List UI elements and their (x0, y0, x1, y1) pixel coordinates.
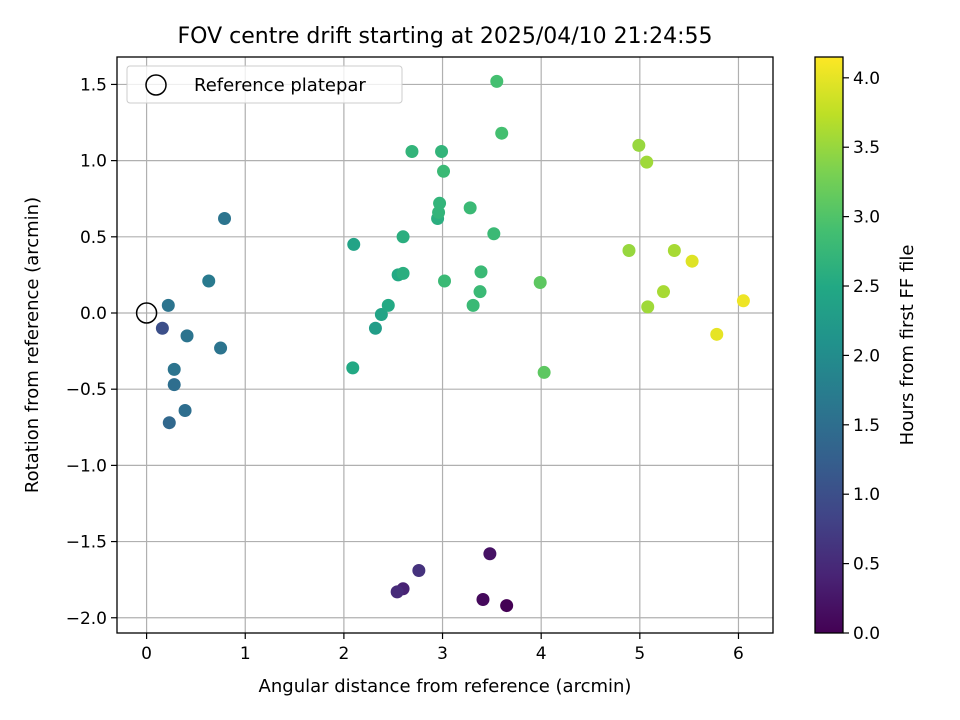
scatter-point (632, 138, 646, 152)
scatter-point (640, 155, 654, 169)
reference-platepar-marker (135, 302, 158, 324)
scatter-point (162, 416, 176, 430)
scatter-point (178, 404, 192, 418)
plot-frame (116, 56, 774, 634)
legend-label: Reference platepar (194, 75, 366, 96)
scatter-point (641, 300, 655, 314)
y-tick-label: 0.0 (80, 304, 107, 324)
scatter-point (710, 327, 724, 341)
scatter-point (483, 547, 497, 561)
scatter-point (202, 274, 216, 288)
scatter-point (487, 227, 501, 241)
colorbar-tick-label: 1.5 (853, 416, 880, 436)
scatter-point (381, 298, 395, 312)
colorbar-tick-label: 0.0 (853, 624, 880, 644)
y-tick-label: 0.5 (80, 228, 107, 248)
x-tick-label: 6 (733, 644, 744, 664)
x-tick-label: 3 (437, 644, 448, 664)
scatter-point (412, 564, 426, 578)
legend-box (126, 65, 403, 104)
y-tick-label: −1.0 (66, 456, 107, 476)
colorbar-tick-label: 3.5 (853, 138, 880, 158)
colorbar-tick-label: 4.0 (853, 69, 880, 89)
scatter-point (463, 201, 477, 215)
scatter-point (218, 212, 232, 226)
scatter-point (685, 254, 699, 268)
x-tick-label: 0 (141, 644, 152, 664)
scatter-point (466, 298, 480, 312)
y-tick-label: −2.0 (66, 609, 107, 629)
scatter-point (622, 244, 636, 258)
y-tick-label: −0.5 (66, 380, 107, 400)
x-tick-label: 5 (634, 644, 645, 664)
colorbar-tick-label: 1.0 (853, 485, 880, 505)
scatter-point (657, 285, 671, 299)
scatter-points (135, 74, 750, 613)
scatter-point (533, 276, 547, 290)
y-axis-ticks: 1.5 1.0 0.5 0.0 −0.5 −1.0 −1.5 −2.0 (66, 75, 117, 629)
scatter-point (537, 365, 551, 379)
chart-title: FOV centre drift starting at 2025/04/10 … (178, 24, 713, 49)
scatter-point (346, 361, 360, 375)
colorbar-frame (814, 56, 844, 634)
scatter-point (347, 237, 361, 251)
scatter-point (438, 274, 452, 288)
scatter-point (473, 285, 487, 299)
scatter-point (736, 294, 750, 308)
colorbar-label: Hours from first FF file (897, 245, 918, 446)
scatter-point (214, 341, 228, 355)
x-tick-label: 1 (240, 644, 251, 664)
legend-marker-open-circle (145, 74, 167, 96)
scatter-point (437, 164, 451, 178)
scatter-point (396, 230, 410, 244)
scatter-point (167, 362, 181, 376)
scatter-point (490, 74, 504, 88)
colorbar-tick-label: 2.5 (853, 277, 880, 297)
y-tick-label: 1.5 (80, 75, 107, 95)
legend: Reference platepar (126, 65, 403, 104)
colorbar-ticks: 0.0 0.5 1.0 1.5 2.0 2.5 3.0 3.5 4.0 (843, 69, 880, 644)
x-axis-ticks: 0 1 2 3 4 5 6 (141, 633, 744, 664)
y-axis-label: Rotation from reference (arcmin) (22, 197, 43, 493)
scatter-point (167, 378, 181, 392)
scatter-point (180, 329, 194, 343)
scatter-point (495, 126, 509, 140)
scatter-point (396, 266, 410, 280)
scatter-point (390, 585, 404, 599)
x-axis-label: Angular distance from reference (arcmin) (259, 676, 632, 697)
scatter-point (374, 308, 388, 322)
scatter-point (500, 599, 514, 613)
scatter-point (474, 265, 488, 279)
x-tick-label: 4 (536, 644, 547, 664)
scatter-point (667, 244, 681, 258)
x-tick-label: 2 (338, 644, 349, 664)
scatter-point (405, 144, 419, 158)
scatter-point (435, 144, 449, 158)
colorbar-tick-label: 3.0 (853, 208, 880, 228)
colorbar-tick-label: 0.5 (853, 555, 880, 575)
colorbar-tick-label: 2.0 (853, 346, 880, 366)
scatter-point (368, 321, 382, 335)
scatter-point (161, 298, 175, 312)
scatter-point (155, 321, 169, 335)
scatter-point (433, 196, 447, 210)
scatter-point (476, 592, 490, 606)
colorbar: 0.0 0.5 1.0 1.5 2.0 2.5 3.0 3.5 4.0 Hours from f… (814, 56, 918, 644)
colorbar-gradient (815, 57, 843, 633)
y-tick-label: −1.5 (66, 533, 107, 553)
y-tick-label: 1.0 (80, 152, 107, 172)
